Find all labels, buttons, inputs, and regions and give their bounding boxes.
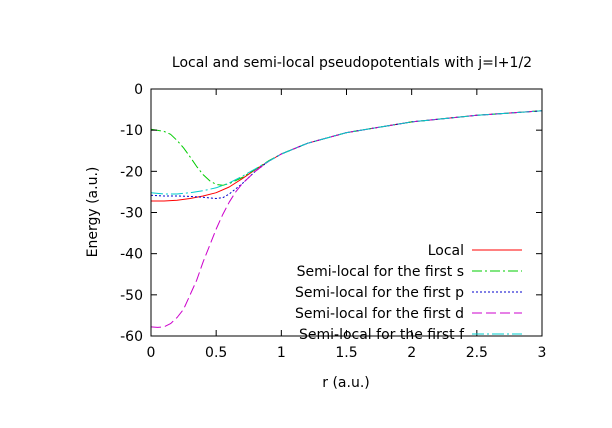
series-line-2 bbox=[150, 110, 543, 199]
legend-label-4: Semi-local for the first f bbox=[299, 327, 465, 343]
x-tick-label: 2.5 bbox=[466, 345, 488, 361]
y-tick-label: -30 bbox=[120, 206, 143, 222]
x-tick-label: 2 bbox=[407, 345, 416, 361]
legend-label-0: Local bbox=[428, 243, 464, 259]
legend-label-3: Semi-local for the first d bbox=[295, 306, 464, 322]
plot-frame bbox=[150, 88, 543, 337]
x-tick-label: 0.5 bbox=[205, 345, 227, 361]
x-tick-label: 0 bbox=[147, 345, 156, 361]
chart-title: Local and semi-local pseudopotentials wi… bbox=[172, 55, 532, 71]
series-line-0 bbox=[151, 110, 543, 202]
y-tick-label: -20 bbox=[120, 164, 143, 180]
legend-label-2: Semi-local for the first p bbox=[295, 285, 464, 301]
y-tick-label: 0 bbox=[134, 82, 143, 98]
y-tick-label: -60 bbox=[120, 329, 143, 345]
y-tick-label: -10 bbox=[120, 123, 143, 139]
x-tick-label: 1.5 bbox=[335, 345, 357, 361]
legend-label-1: Semi-local for the first s bbox=[297, 264, 464, 280]
series-line-1 bbox=[150, 110, 543, 186]
y-tick-label: -50 bbox=[120, 288, 143, 304]
curves-layer bbox=[150, 110, 543, 328]
legend: Local Semi-local for the first s Semi-loca… bbox=[295, 243, 522, 343]
x-tick-label: 1 bbox=[277, 345, 286, 361]
y-tick-label: -40 bbox=[120, 247, 143, 263]
y-axis-label: Energy (a.u.) bbox=[85, 167, 101, 258]
x-tick-label: 3 bbox=[538, 345, 547, 361]
series-line-4 bbox=[150, 110, 543, 195]
x-axis-label: r (a.u.) bbox=[322, 375, 369, 391]
